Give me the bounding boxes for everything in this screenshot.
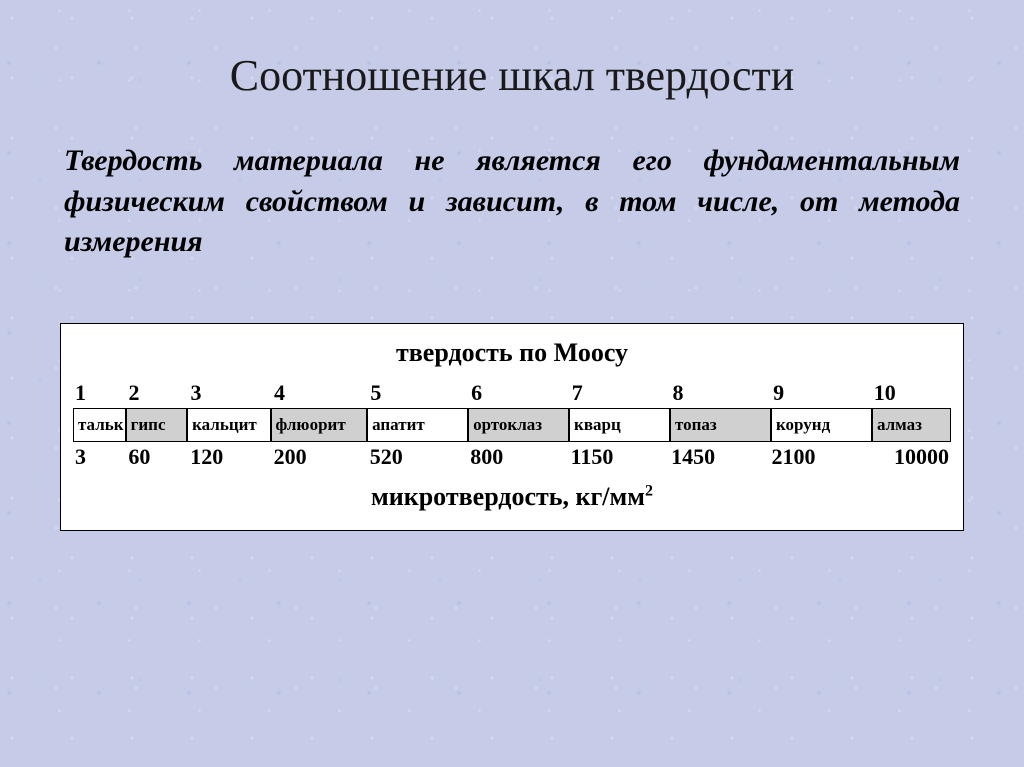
slide-title: Соотношение шкал твердости [60, 50, 964, 101]
mineral-cell: ортоклаз [468, 408, 569, 442]
mohs-value: 3 [189, 378, 273, 408]
microhardness-value: 60 [126, 442, 188, 472]
mohs-value: 10 [872, 378, 951, 408]
chart-top-label: твердость по Моосу [73, 338, 951, 368]
microhardness-value: 200 [272, 442, 368, 472]
mineral-cell: кварц [569, 408, 670, 442]
mineral-cell: гипс [126, 408, 187, 442]
microhardness-value: 520 [368, 442, 468, 472]
mineral-cell: алмаз [872, 408, 951, 442]
mineral-cell: корунд [771, 408, 872, 442]
microhardness-value: 10000 [870, 442, 951, 472]
chart-bottom-label: микротвердость, кг/мм2 [73, 482, 951, 512]
mineral-name-row: талькгипскальцитфлюоритапатитортоклазква… [73, 408, 951, 442]
mineral-cell: флюорит [271, 408, 368, 442]
microhardness-value: 1450 [669, 442, 769, 472]
bottom-label-sup: 2 [645, 482, 653, 499]
mohs-value: 7 [570, 378, 671, 408]
microhardness-value: 3 [73, 442, 126, 472]
mohs-value: 9 [771, 378, 872, 408]
mineral-cell: апатит [367, 408, 468, 442]
microhardness-value: 120 [188, 442, 271, 472]
microhardness-value: 2100 [770, 442, 870, 472]
mineral-cell: кальцит [187, 408, 270, 442]
mohs-value: 1 [73, 378, 126, 408]
slide-description: Твердость материала не является его фунд… [60, 141, 964, 263]
mineral-cell: топаз [670, 408, 771, 442]
mohs-number-row: 12345678910 [73, 378, 951, 408]
mohs-value: 8 [670, 378, 771, 408]
mineral-cell: тальк [73, 408, 126, 442]
microhardness-row: 36012020052080011501450210010000 [73, 442, 951, 472]
bottom-label-text: микротвердость, кг/мм [371, 482, 645, 511]
mohs-value: 2 [126, 378, 188, 408]
mohs-value: 4 [272, 378, 368, 408]
hardness-chart: твердость по Моосу 12345678910 талькгипс… [60, 323, 964, 531]
mohs-value: 6 [469, 378, 570, 408]
microhardness-value: 1150 [569, 442, 669, 472]
microhardness-value: 800 [468, 442, 568, 472]
mohs-value: 5 [368, 378, 469, 408]
